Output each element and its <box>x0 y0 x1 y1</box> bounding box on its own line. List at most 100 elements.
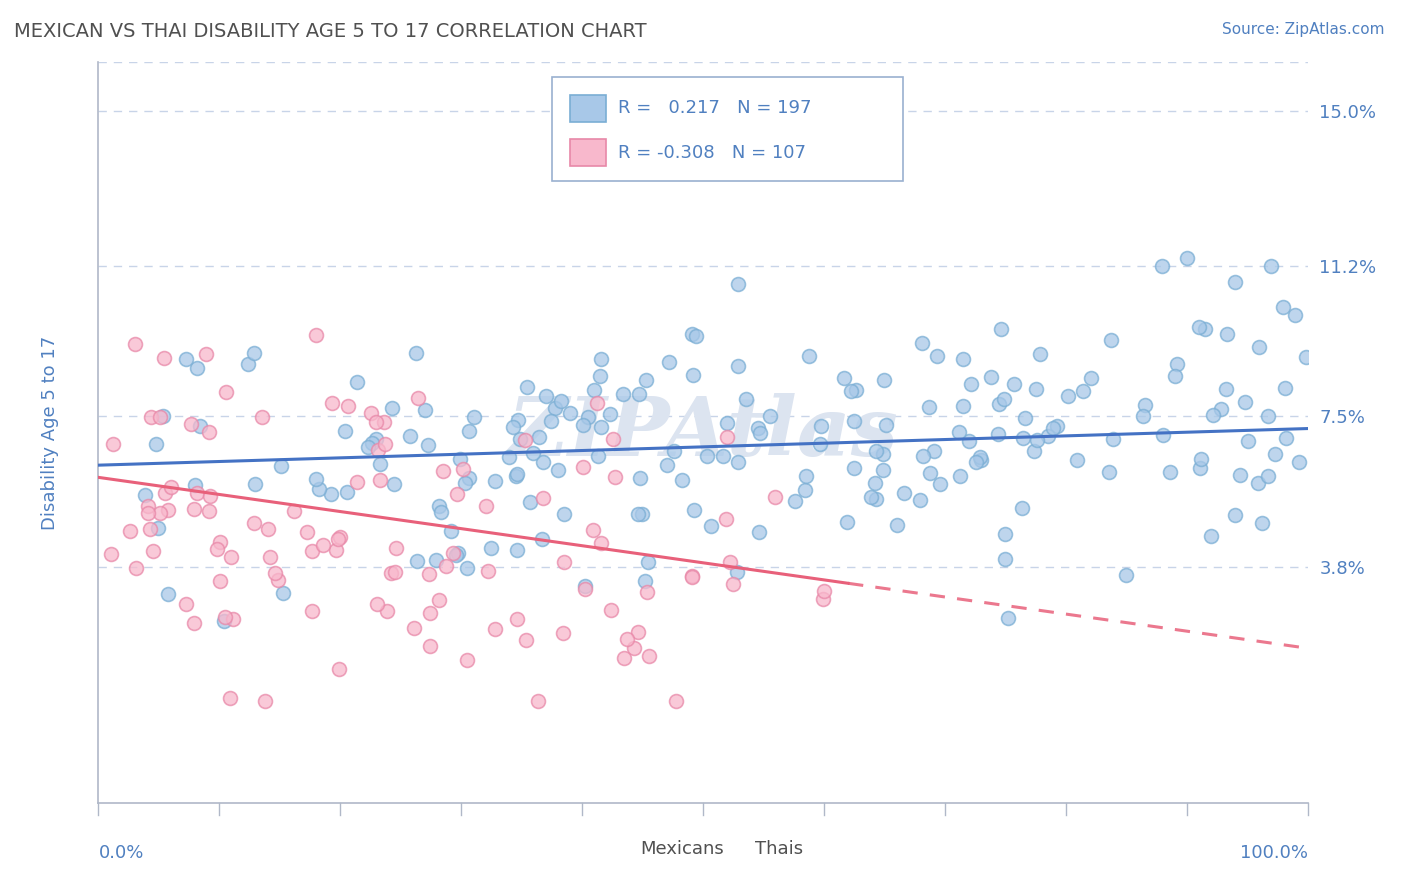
Point <box>527 430 550 444</box>
Point <box>844 460 866 475</box>
Point <box>571 417 593 432</box>
Point <box>328 662 350 676</box>
Point <box>149 506 172 520</box>
Point <box>505 612 527 626</box>
Point <box>1272 300 1295 314</box>
Point <box>980 370 1002 384</box>
Point <box>384 566 406 580</box>
Point <box>748 525 770 540</box>
Point <box>711 449 734 463</box>
Point <box>1229 467 1251 482</box>
Point <box>346 375 368 389</box>
Point <box>623 641 645 656</box>
Point <box>1264 447 1286 461</box>
Point <box>515 633 537 648</box>
Point <box>681 326 703 341</box>
Point <box>254 694 277 708</box>
Point <box>969 450 991 464</box>
FancyBboxPatch shape <box>551 78 903 181</box>
Point <box>589 419 612 434</box>
Text: Source: ZipAtlas.com: Source: ZipAtlas.com <box>1222 22 1385 37</box>
Point <box>430 505 453 519</box>
Point <box>911 450 934 464</box>
Text: Thais: Thais <box>755 839 803 858</box>
Point <box>125 561 148 575</box>
Point <box>576 409 599 424</box>
Point <box>197 504 219 518</box>
Point <box>531 455 554 469</box>
Point <box>454 475 477 490</box>
Point <box>219 550 242 565</box>
Point <box>367 442 389 457</box>
Point <box>716 430 738 444</box>
Point <box>283 504 305 518</box>
Point <box>534 389 557 403</box>
Point <box>509 432 531 446</box>
Point <box>1046 418 1069 433</box>
Point <box>599 603 621 617</box>
Point <box>574 579 596 593</box>
Point <box>1102 432 1125 446</box>
Point <box>301 543 323 558</box>
Point <box>1189 452 1212 467</box>
Point <box>295 525 318 540</box>
Point <box>835 516 858 530</box>
Point <box>747 420 769 434</box>
Point <box>758 409 780 423</box>
Point <box>136 506 159 520</box>
Point <box>613 651 636 665</box>
Point <box>209 535 232 549</box>
Point <box>516 380 538 394</box>
Point <box>634 373 657 387</box>
Point <box>928 477 950 491</box>
Point <box>243 345 266 359</box>
Point <box>727 455 749 469</box>
Point <box>952 352 974 367</box>
Point <box>735 392 758 407</box>
Point <box>1275 431 1298 445</box>
Point <box>839 384 862 398</box>
Point <box>1189 461 1212 475</box>
Point <box>142 544 165 558</box>
Point <box>872 463 894 477</box>
Point <box>949 469 972 483</box>
Point <box>1175 251 1198 265</box>
Point <box>918 400 941 414</box>
Point <box>214 614 236 628</box>
Point <box>873 373 896 387</box>
FancyBboxPatch shape <box>721 840 748 858</box>
Point <box>155 485 177 500</box>
Point <box>997 611 1019 625</box>
Text: R = -0.308   N = 107: R = -0.308 N = 107 <box>619 144 807 161</box>
Point <box>214 610 236 624</box>
Point <box>270 459 292 474</box>
Point <box>218 691 240 706</box>
Point <box>1066 452 1088 467</box>
Point <box>603 470 626 484</box>
Point <box>832 370 855 384</box>
Point <box>631 508 654 522</box>
Point <box>366 432 388 446</box>
Point <box>810 418 832 433</box>
Point <box>1014 410 1036 425</box>
Point <box>794 483 817 497</box>
Text: MEXICAN VS THAI DISABILITY AGE 5 TO 17 CORRELATION CHART: MEXICAN VS THAI DISABILITY AGE 5 TO 17 C… <box>14 22 647 41</box>
Point <box>637 648 659 663</box>
Point <box>1159 465 1181 479</box>
Point <box>152 409 174 423</box>
Point <box>1099 333 1122 347</box>
Point <box>381 401 404 416</box>
Point <box>434 559 457 574</box>
Point <box>908 493 931 508</box>
Point <box>893 486 915 500</box>
Point <box>301 604 323 618</box>
Point <box>479 541 502 555</box>
Point <box>813 591 835 606</box>
Point <box>1042 421 1064 435</box>
Text: Disability Age 5 to 17: Disability Age 5 to 17 <box>41 335 59 530</box>
Point <box>382 477 405 491</box>
Point <box>628 471 651 485</box>
Point <box>1288 455 1310 469</box>
Point <box>188 419 211 434</box>
Point <box>134 488 156 502</box>
